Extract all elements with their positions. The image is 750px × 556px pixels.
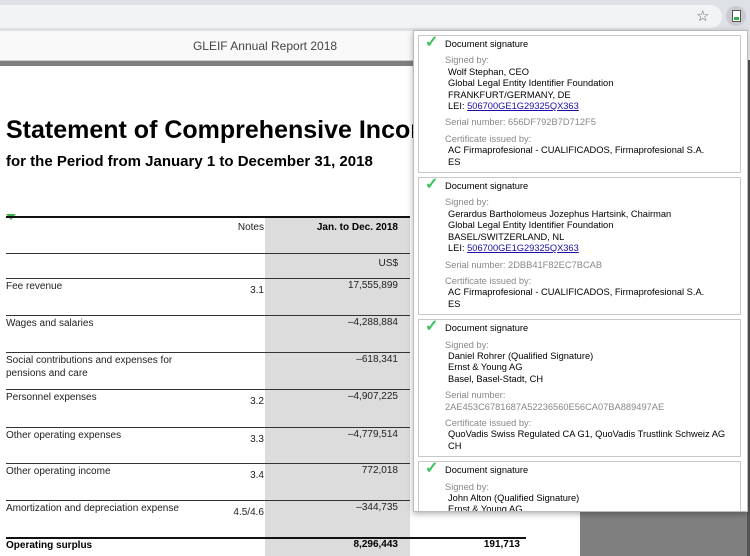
row-notes: 3.4 [250, 470, 264, 481]
check-icon: ✓ [425, 34, 439, 51]
document-title: GLEIF Annual Report 2018 [192, 39, 338, 53]
lei-label: LEI: [448, 243, 468, 254]
highlighted-column [265, 216, 410, 556]
row-value: –344,735 [356, 502, 398, 513]
signature-card[interactable]: ✓ Document signature Signed by: Gerardus … [418, 176, 741, 316]
issuer-line: CH [448, 440, 462, 451]
row-label: Other operating income [6, 466, 111, 477]
signer-line: Wolf Stephan, CEO [448, 66, 529, 77]
row-value: 8,296,443 [353, 539, 399, 550]
issuer-label: Certificate issued by: [445, 275, 532, 286]
signature-title: Document signature [445, 465, 529, 476]
row-notes: 4.5/4.6 [233, 507, 264, 518]
issuer-line: ES [448, 298, 461, 309]
signed-by-label: Signed by: [445, 55, 489, 66]
row-notes: 3.2 [250, 396, 264, 407]
row-value: –4,288,884 [347, 317, 398, 328]
row-label: Fee revenue [6, 281, 63, 292]
signer-line: FRANKFURT/GERMANY, DE [448, 89, 571, 100]
row-label: Personnel expenses [6, 392, 97, 403]
serial-number: Serial number: 2DBB41F82EC7BCAB [445, 259, 603, 270]
row-value-prior: 191,713 [483, 539, 520, 550]
row-value: –4,779,514 [347, 429, 398, 440]
document-signature-extension-button[interactable] [726, 6, 746, 26]
signer-line: Ernst & Young AG [448, 362, 523, 373]
browser-toolbar: ☆ [0, 0, 750, 31]
serial-number-label: Serial number: [445, 390, 506, 401]
period-header: Jan. to Dec. 2018 [316, 222, 398, 233]
row-value: –4,907,225 [347, 391, 398, 402]
row-label: Wages and salaries [6, 318, 94, 329]
row-label: Social contributions and expenses for pe… [6, 355, 173, 379]
signature-card[interactable]: ✓ Document signature Signed by: Daniel Ro… [418, 318, 741, 458]
signed-by-label: Signed by: [445, 481, 489, 492]
address-bar[interactable] [0, 5, 722, 28]
row-notes: 3.3 [250, 434, 264, 445]
signature-title: Document signature [445, 39, 529, 49]
signature-title: Document signature [445, 323, 529, 334]
signer-line: Global Legal Entity Identifier Foundatio… [448, 78, 614, 89]
signature-card[interactable]: ✓ Document signature Signed by: Wolf Step… [418, 34, 741, 174]
serial-number: 2AE453C6781687A52236560E56CA07BA889497AE [445, 401, 665, 412]
issuer-label: Certificate issued by: [445, 417, 532, 428]
signer-line: Daniel Rohrer (Qualified Signature) [448, 350, 594, 361]
row-value: 17,555,899 [347, 280, 398, 291]
issuer-line: QuoVadis Swiss Regulated CA G1, QuoVadis… [448, 429, 726, 440]
signer-line: Ernst & Young AG [448, 504, 523, 512]
check-icon: ✓ [425, 176, 439, 194]
check-icon: ✓ [425, 460, 439, 478]
scrollbar[interactable] [747, 60, 750, 556]
row-value: 772,018 [361, 465, 398, 476]
star-icon[interactable]: ☆ [696, 8, 710, 25]
issuer-label: Certificate issued by: [445, 133, 532, 144]
notes-header: Notes [237, 222, 264, 233]
row-notes: 3.1 [250, 285, 264, 296]
pdf-page: Statement of Comprehensive Income for th… [0, 66, 580, 556]
issuer-line: AC Firmaprofesional - CUALIFICADOS, Firm… [448, 287, 705, 298]
signed-by-label: Signed by: [445, 339, 489, 350]
lei-link[interactable]: 506700GE1G29325QX363 [467, 243, 579, 254]
currency-header: US$ [378, 258, 398, 269]
check-icon: ✓ [425, 318, 439, 336]
statement-title: Statement of Comprehensive Income [6, 116, 447, 144]
issuer-line: ES [448, 156, 461, 167]
lei-link[interactable]: 506700GE1G29325QX363 [467, 101, 579, 112]
row-label: Amortization and depreciation expense [6, 503, 179, 514]
lei-label: LEI: [448, 101, 468, 112]
row-label: Other operating expenses [6, 430, 122, 441]
signer-line: BASEL/SWITZERLAND, NL [448, 231, 565, 242]
row-label: Operating surplus [6, 540, 93, 551]
serial-number: Serial number: 656DF792B7D712F5 [445, 117, 596, 128]
issuer-line: AC Firmaprofesional - CUALIFICADOS, Firm… [448, 145, 705, 156]
signer-line: Basel, Basel-Stadt, CH [448, 373, 544, 384]
signer-line: Gerardus Bartholomeus Jozephus Hartsink,… [448, 208, 672, 219]
signer-line: Global Legal Entity Identifier Foundatio… [448, 220, 614, 231]
document-signature-icon [731, 10, 741, 22]
signer-line: John Alton (Qualified Signature) [448, 493, 580, 503]
signature-card[interactable]: ✓ Document signature Signed by: John Alto… [418, 460, 741, 512]
signature-popup: ✓ Document signature Signed by: Wolf Step… [413, 30, 748, 512]
statement-subtitle: for the Period from January 1 to Decembe… [6, 153, 373, 170]
signature-title: Document signature [445, 181, 529, 192]
row-value: –618,341 [356, 354, 398, 365]
signed-by-label: Signed by: [445, 197, 489, 208]
